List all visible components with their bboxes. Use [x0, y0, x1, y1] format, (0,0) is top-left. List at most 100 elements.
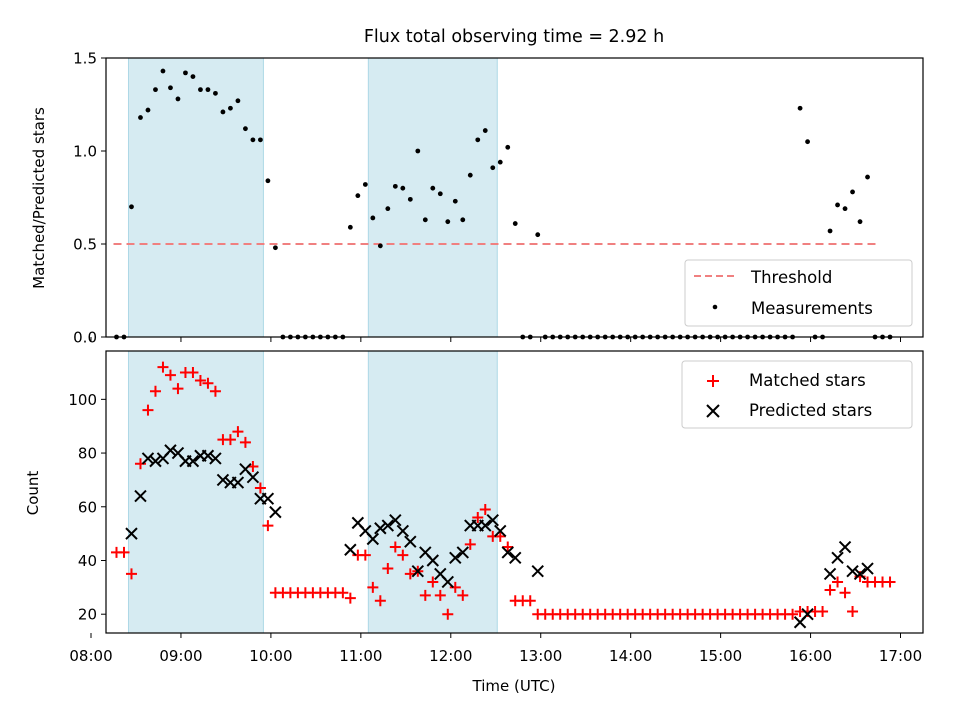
legend-matched-label: Matched stars — [749, 371, 866, 390]
matched-star-point — [494, 530, 506, 542]
measurement-point — [467, 172, 473, 178]
legend-matched-swatch — [707, 375, 719, 387]
predicted-star-point — [801, 607, 814, 621]
bottom-y-axis-label: Count — [24, 471, 42, 516]
measurement-point — [205, 87, 211, 93]
predicted-star-point — [261, 492, 275, 505]
predicted-star-point — [831, 551, 844, 565]
measurement-point — [835, 202, 840, 208]
predicted-star-point — [216, 473, 230, 487]
matched-star-point — [832, 576, 844, 588]
predicted-star-point — [501, 546, 514, 559]
predicted-star-point — [479, 519, 492, 532]
predicted-star-point — [494, 524, 507, 538]
x-tick-label: 14:00 — [609, 647, 652, 665]
matched-star-point — [239, 436, 251, 448]
measurement-point — [475, 137, 481, 143]
measurement-point — [460, 217, 466, 223]
top-shaded-intervals — [127, 57, 498, 338]
measurement-point — [138, 115, 143, 120]
bottom-shaded-intervals — [127, 350, 498, 634]
matched-star-point — [817, 606, 829, 618]
predicted-star-point — [441, 575, 454, 589]
x-tick-label: 10:00 — [249, 647, 292, 665]
predicted-star-point — [209, 452, 222, 465]
measurement-point — [370, 215, 376, 221]
matched-star-point — [382, 563, 394, 575]
matched-star-point — [202, 377, 214, 389]
measurement-point — [850, 189, 855, 195]
matched-star-point — [262, 520, 274, 532]
matched-star-point — [472, 512, 484, 524]
matched-star-point — [224, 434, 236, 446]
measurement-point — [535, 232, 541, 238]
measurement-point — [482, 128, 488, 133]
measurement-point — [145, 107, 151, 113]
top-chart-title: Flux total observing time = 2.92 h — [364, 27, 664, 47]
predicted-star-point — [449, 551, 462, 565]
measurement-point — [437, 191, 443, 197]
measurement-point — [407, 196, 413, 202]
predicted-stars-points — [125, 444, 874, 629]
x-tick-label: 13:00 — [519, 647, 562, 665]
measurement-point — [235, 98, 241, 104]
measurement-point — [153, 87, 158, 93]
legend-measurements-label: Measurements — [751, 299, 873, 318]
shaded-interval — [127, 350, 264, 634]
matched-star-point — [125, 568, 137, 580]
predicted-star-point — [149, 454, 162, 468]
predicted-star-point — [846, 565, 859, 578]
measurement-point — [400, 185, 406, 191]
predicted-star-point — [456, 546, 469, 559]
matched-star-point — [479, 503, 491, 515]
legend-predicted-label: Predicted stars — [749, 401, 872, 420]
matched-star-point — [149, 385, 161, 397]
measurement-point — [452, 198, 458, 204]
measurement-point — [213, 90, 218, 96]
shaded-interval — [367, 350, 498, 634]
matched-star-point — [359, 549, 371, 561]
top-y-ticks: 0.0 0.5 1.0 1.5 — [73, 50, 106, 347]
matched-star-point — [457, 589, 469, 601]
matched-star-point — [142, 404, 154, 416]
x-tick-label: 16:00 — [789, 647, 832, 665]
matched-star-point — [134, 458, 146, 470]
matched-star-point — [442, 608, 454, 620]
measurement-point — [347, 224, 353, 230]
bottom-x-ticks: 08:00 09:00 10:00 11:00 12:00 13:00 14:00 15:00… — [69, 633, 922, 665]
matched-star-point — [464, 538, 476, 550]
matched-star-point — [847, 606, 859, 618]
x-axis-label: Time (UTC) — [472, 677, 556, 695]
measurement-point — [183, 70, 188, 76]
predicted-star-point — [246, 471, 260, 484]
top-legend: Threshold Measurements — [684, 259, 913, 327]
top-y-tick-label: 1.5 — [73, 50, 97, 68]
measurement-point — [355, 193, 361, 199]
predicted-star-point — [509, 551, 522, 565]
matched-star-point — [884, 576, 896, 588]
measurement-point — [497, 159, 503, 165]
predicted-star-point — [411, 565, 425, 578]
matched-star-point — [187, 366, 199, 378]
measurement-point — [198, 87, 203, 93]
measurement-point — [415, 148, 421, 154]
predicted-star-point — [141, 452, 155, 465]
predicted-star-point — [269, 505, 282, 519]
measurement-point — [160, 68, 166, 74]
measurement-point — [512, 221, 518, 226]
measurement-point — [505, 144, 511, 150]
measurement-point — [797, 105, 803, 111]
bottom-y-tick-label: 40 — [78, 552, 97, 570]
matched-star-point — [427, 576, 439, 588]
x-tick-label: 09:00 — [159, 647, 202, 665]
matched-star-point — [449, 581, 461, 593]
predicted-star-point — [164, 444, 177, 457]
predicted-star-point — [853, 567, 867, 581]
bottom-y-tick-label: 100 — [68, 391, 97, 409]
measurement-point — [805, 139, 810, 145]
matched-star-point — [367, 581, 379, 593]
bottom-y-tick-label: 20 — [78, 606, 97, 624]
measurement-point — [445, 219, 451, 225]
legend-predicted-swatch — [706, 404, 720, 418]
